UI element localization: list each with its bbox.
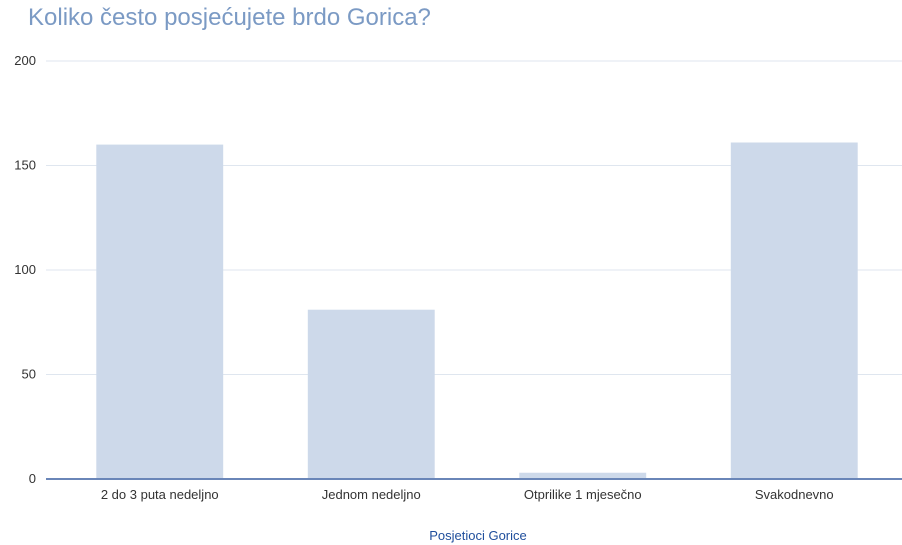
x-axis-tick-labels: 2 do 3 puta nedeljno Jednom nedeljno Otpri… bbox=[101, 487, 834, 502]
y-tick-label: 150 bbox=[14, 158, 36, 173]
bar bbox=[519, 472, 647, 479]
x-tick-label: Svakodnevno bbox=[755, 487, 834, 502]
x-tick-label: Otprilike 1 mjesečno bbox=[524, 487, 642, 502]
bar bbox=[307, 309, 435, 479]
x-axis-title: Posjetioci Gorice bbox=[429, 528, 527, 543]
y-tick-label: 0 bbox=[29, 471, 36, 486]
y-axis-ticks: 0 50 100 150 200 bbox=[14, 53, 36, 486]
y-tick-label: 100 bbox=[14, 262, 36, 277]
bar bbox=[96, 144, 224, 479]
x-tick-label: 2 do 3 puta nedeljno bbox=[101, 487, 219, 502]
chart-title: Koliko često posjećujete brdo Gorica? bbox=[28, 4, 431, 31]
y-tick-label: 50 bbox=[22, 367, 36, 382]
x-tick-label: Jednom nedeljno bbox=[322, 487, 421, 502]
y-tick-label: 200 bbox=[14, 53, 36, 68]
bar bbox=[730, 142, 858, 479]
bars bbox=[96, 142, 858, 479]
